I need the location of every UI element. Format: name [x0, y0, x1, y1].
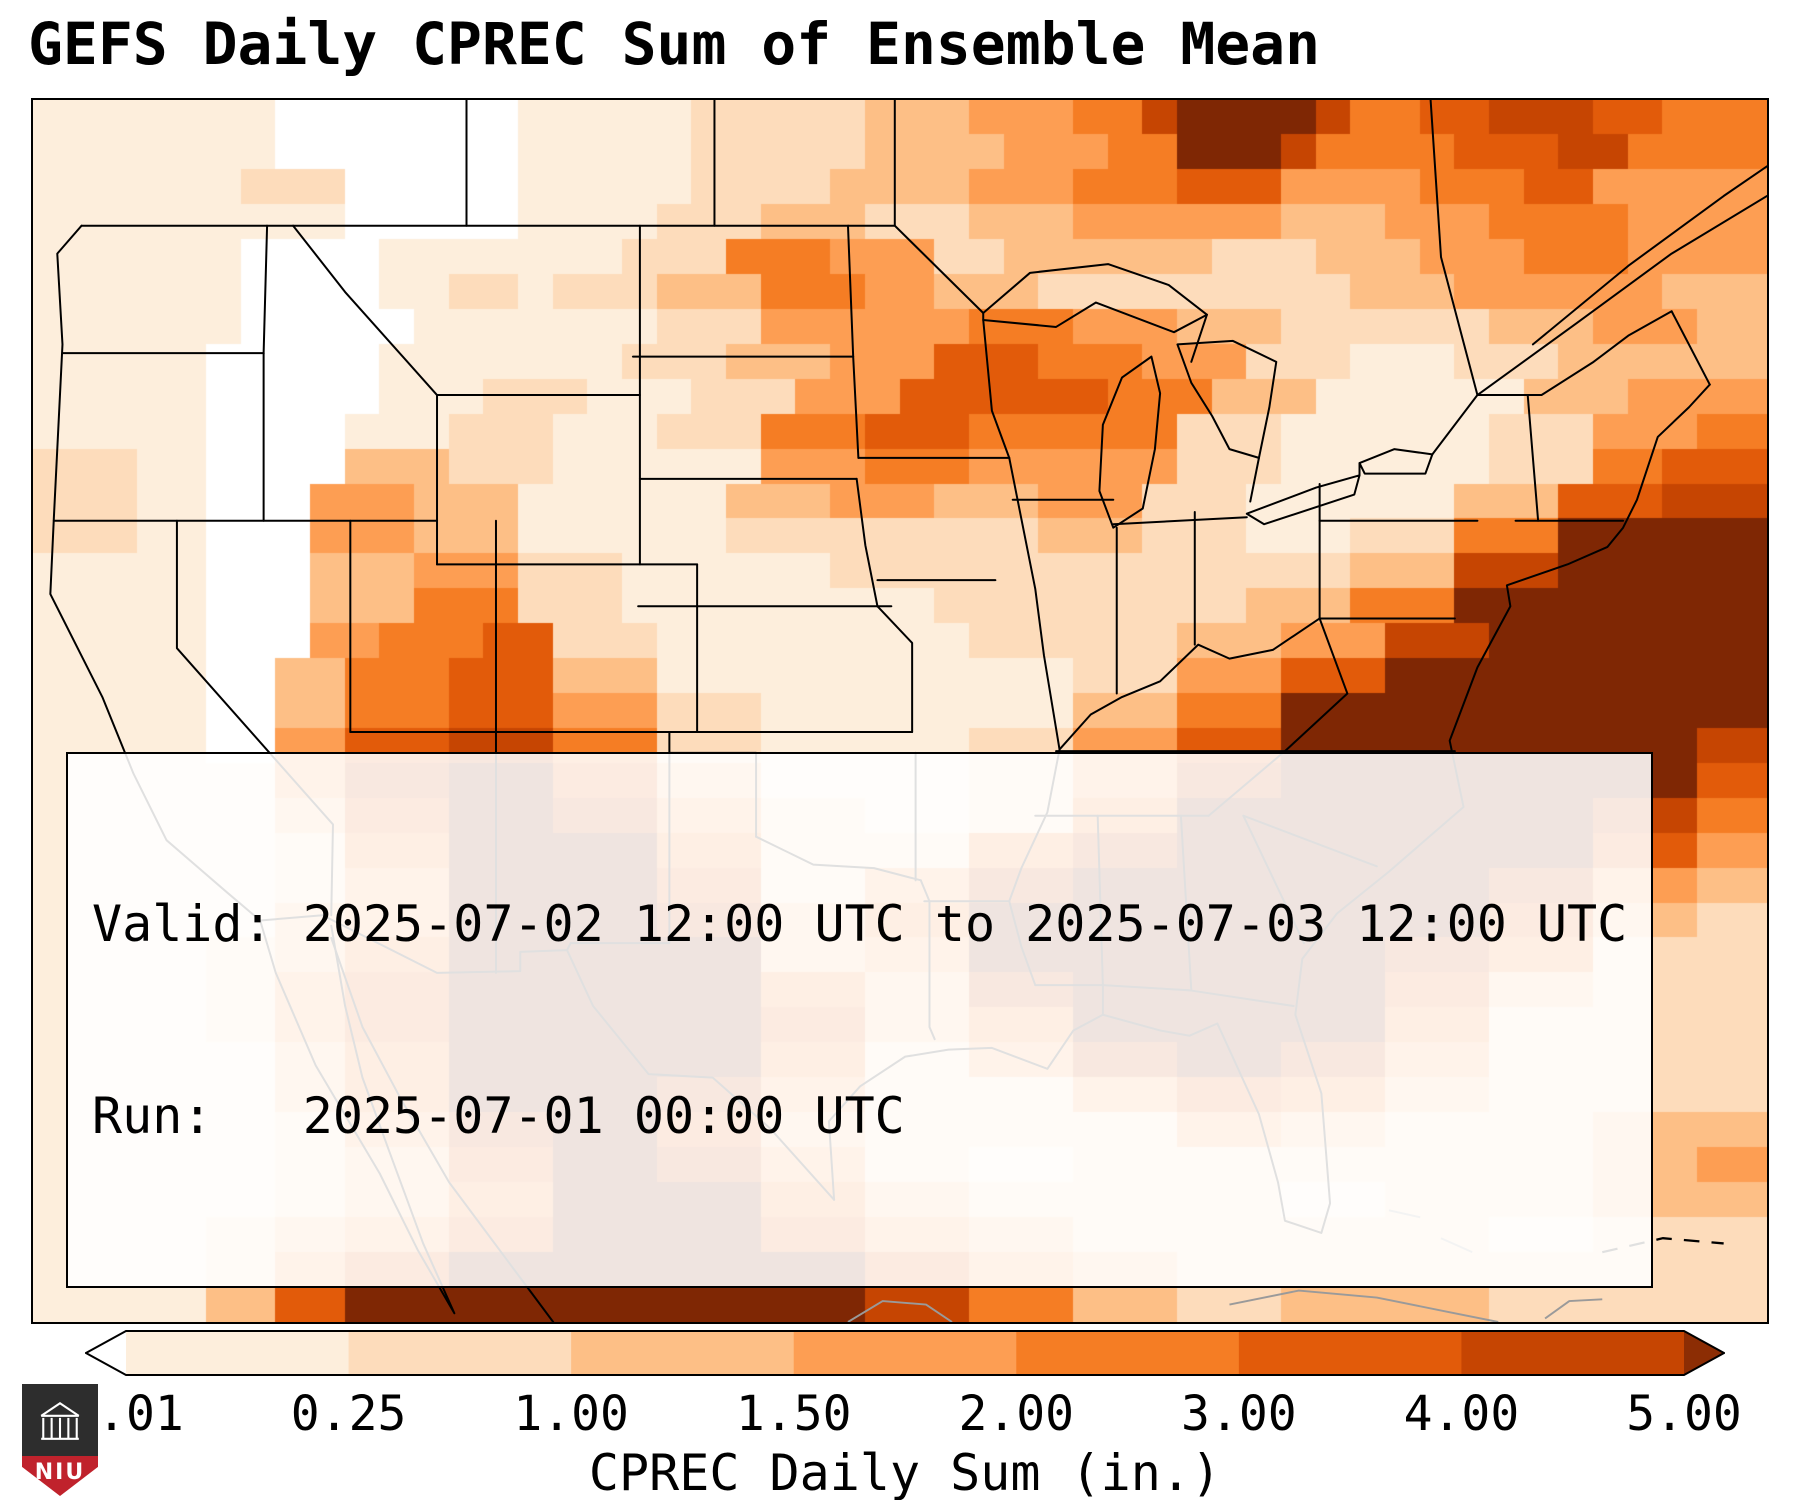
colorbar-tick: 1.50	[735, 1386, 852, 1442]
niu-text: NIU	[34, 1459, 86, 1485]
castle-icon	[40, 1401, 80, 1440]
chart-title: GEFS Daily CPREC Sum of Ensemble Mean	[28, 10, 1321, 78]
valid-line: Valid: 2025-07-02 12:00 UTC to 2025-07-0…	[92, 895, 1628, 953]
colorbar	[85, 1330, 1725, 1376]
valid-run-info-box: Valid: 2025-07-02 12:00 UTC to 2025-07-0…	[66, 752, 1654, 1288]
colorbar-tick: 4.00	[1403, 1386, 1520, 1442]
colorbar-tick: 1.00	[513, 1386, 629, 1442]
colorbar-label: CPREC Daily Sum (in.)	[588, 1444, 1222, 1500]
colorbar-tick: 5.00	[1626, 1386, 1742, 1442]
colorbar-tick: 0.25	[290, 1386, 407, 1442]
run-line: Run: 2025-07-01 00:00 UTC	[92, 1087, 905, 1145]
colorbar-tick: 3.00	[1181, 1386, 1297, 1442]
colorbar-tick: 2.00	[958, 1386, 1075, 1442]
map-panel: Valid: 2025-07-02 12:00 UTC to 2025-07-0…	[31, 98, 1769, 1324]
niu-building-icon	[22, 1384, 98, 1456]
colorbar-ticks: 0.01 0.25 1.00 1.50 2.00 3.00 4.00 5.00	[68, 1386, 1742, 1442]
